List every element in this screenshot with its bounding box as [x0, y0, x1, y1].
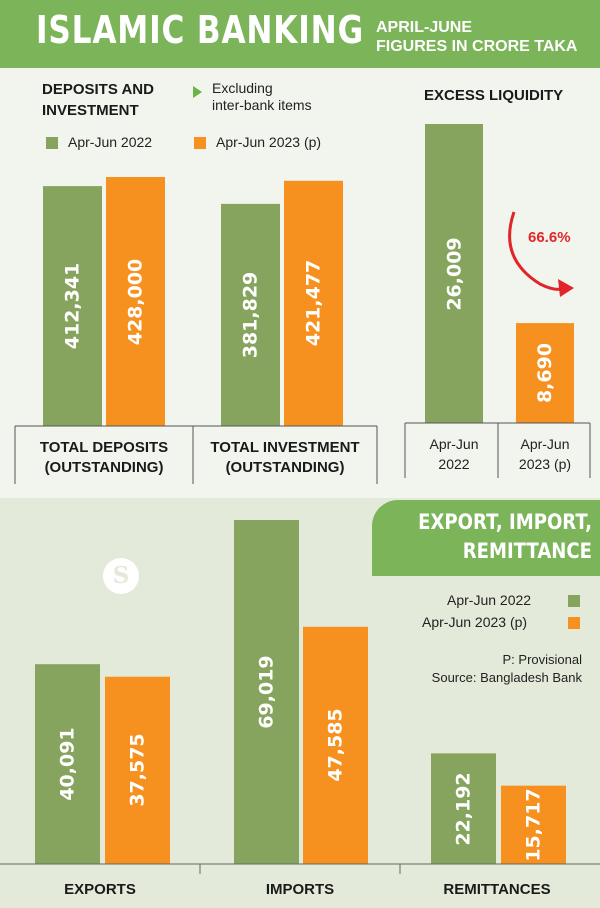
trade-bar-0-1 [105, 676, 170, 864]
trade-category-label-2: REMITTANCES [443, 881, 551, 898]
deposits-category-label-1: TOTAL INVESTMENT (OUTSTANDING) [210, 439, 360, 476]
trade-bar-value-2-0: 22,192 [452, 772, 475, 846]
trade-bar-value-0-0: 40,091 [56, 727, 79, 801]
header-banner [0, 0, 600, 68]
deposits-bar-1-1 [284, 180, 343, 426]
trade-chart-title: EXPORT, IMPORT, REMITTANCE [418, 510, 592, 563]
deposits-chart-title: DEPOSITS AND INVESTMENT [42, 81, 154, 119]
trade-bar-1-0 [234, 520, 299, 864]
legend-swatch-2022 [46, 137, 58, 149]
deposits-bar-0-0 [43, 186, 102, 426]
decline-arrow-icon [508, 211, 565, 291]
publisher-logo: S [103, 558, 139, 594]
trade-legend-swatch-2023 [568, 617, 580, 629]
trade-legend-label-2022: Apr-Jun 2022 [447, 592, 532, 608]
deposits-bar-value-1-1: 421,477 [302, 260, 325, 347]
page-title: ISLAMIC BANKING [36, 8, 364, 52]
trade-category-label-0: EXPORTS [64, 881, 136, 898]
liquidity-category-label-1: Apr-Jun 2023 (p) [518, 436, 572, 472]
source-note: Source: Bangladesh Bank [431, 670, 582, 685]
liquidity-bar-0 [425, 124, 483, 423]
trade-bar-value-1-1: 47,585 [324, 708, 347, 783]
trade-bar-value-1-0: 69,019 [255, 655, 278, 729]
page-subtitle: April-June figures in crore Taka [376, 19, 578, 55]
decline-arrowhead-icon [558, 279, 574, 297]
excess-liquidity-title: EXCESS LIQUIDITY [424, 87, 564, 104]
trade-bar-value-0-1: 37,575 [126, 733, 149, 808]
deposits-bar-value-0-0: 412,341 [61, 262, 84, 350]
liquidity-category-label-0: Apr-Jun 2022 [429, 436, 479, 472]
deposits-bar-value-1-0: 381,829 [239, 271, 262, 359]
deposits-category-label-0: TOTAL DEPOSITS (OUTSTANDING) [39, 439, 169, 476]
decline-percent-label: 66.6% [528, 229, 571, 246]
trade-bar-0-0 [35, 664, 100, 864]
liquidity-bar-1 [516, 323, 574, 423]
trade-bar-2-0 [431, 753, 496, 864]
trade-bar-1-1 [303, 626, 368, 864]
note-triangle-icon [193, 86, 202, 98]
note-text: Excluding inter-bank items [212, 80, 312, 113]
trade-legend-swatch-2022 [568, 595, 580, 607]
footnote: P: Provisional [502, 652, 582, 667]
deposits-bar-value-0-1: 428,000 [124, 258, 147, 345]
liquidity-bar-value-1: 8,690 [534, 342, 557, 404]
liquidity-bar-value-0: 26,009 [443, 236, 466, 311]
trade-bar-value-2-1: 15,717 [522, 788, 545, 862]
legend-label-2023: Apr-Jun 2023 (p) [216, 134, 322, 150]
trade-legend-label-2023: Apr-Jun 2023 (p) [422, 614, 528, 630]
trade-section-banner [372, 500, 600, 576]
deposits-bar-0-1 [106, 177, 165, 426]
legend-swatch-2023 [194, 137, 206, 149]
legend-label-2022: Apr-Jun 2022 [68, 134, 153, 150]
trade-category-label-1: IMPORTS [265, 881, 335, 898]
trade-bar-2-1 [501, 785, 566, 864]
deposits-bar-1-0 [221, 203, 280, 426]
